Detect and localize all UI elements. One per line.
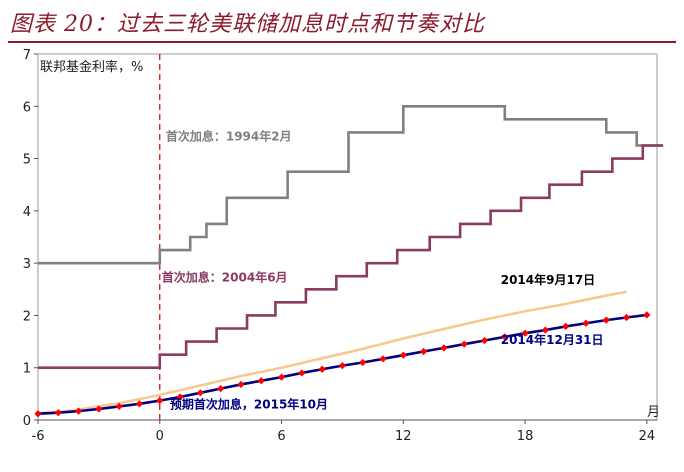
data-point-marker — [74, 407, 83, 415]
data-point-marker — [115, 402, 123, 411]
y-tick-label: 3 — [23, 257, 31, 272]
y-tick-label: 5 — [23, 153, 31, 168]
data-point-marker — [176, 393, 184, 401]
title-rule — [8, 41, 676, 43]
data-point-marker — [582, 319, 590, 327]
x-tick-label: 6 — [277, 429, 285, 444]
data-point-marker — [440, 344, 448, 352]
y-tick-label: 6 — [23, 100, 31, 115]
x-tick-label: -6 — [32, 429, 45, 444]
y-tick-label: 4 — [23, 205, 31, 220]
series-layer — [37, 104, 664, 416]
y-axis-label: 联邦基金利率，% — [40, 59, 143, 75]
data-point-marker — [54, 409, 62, 417]
data-point-marker — [359, 358, 367, 367]
data-point-marker — [460, 340, 468, 348]
data-point-marker — [298, 369, 306, 377]
data-point-marker — [480, 336, 489, 345]
data-point-marker — [237, 380, 245, 389]
x-tick-label: 12 — [395, 429, 412, 444]
data-point-marker — [420, 347, 428, 356]
data-point-marker — [501, 333, 509, 341]
data-point-marker — [541, 326, 549, 334]
data-point-marker — [196, 389, 204, 397]
x-tick-label: 0 — [156, 429, 164, 444]
annotation-2: 2014年9月17日 — [501, 272, 595, 287]
data-point-marker — [277, 373, 286, 381]
annotation-3: 2014年12月31日 — [501, 332, 604, 347]
x-tick-label: 18 — [517, 429, 534, 444]
data-point-marker — [338, 362, 347, 370]
data-point-marker — [156, 397, 164, 405]
data-point-marker — [34, 410, 42, 418]
data-point-marker — [95, 405, 103, 413]
data-point-marker — [318, 365, 326, 373]
data-point-marker — [257, 377, 265, 385]
series-line-0 — [38, 104, 664, 265]
annotation-1: 首次加息：2004年6月 — [162, 269, 288, 284]
data-point-marker — [622, 313, 631, 322]
data-point-marker — [379, 355, 387, 363]
figure-title: 图表 20：过去三轮美联储加息时点和节奏对比 — [10, 12, 485, 37]
x-tick-label: 24 — [639, 429, 656, 444]
data-point-marker — [643, 311, 651, 319]
data-point-marker — [562, 322, 570, 331]
data-point-marker — [217, 385, 225, 393]
y-tick-label: 7 — [23, 48, 31, 63]
marker-layer — [34, 311, 651, 418]
annotation-0: 首次加息：1994年2月 — [166, 128, 292, 143]
data-point-marker — [602, 316, 610, 324]
data-point-marker — [135, 400, 144, 408]
data-point-marker — [399, 351, 407, 359]
y-tick-label: 2 — [23, 309, 31, 324]
y-tick-label: 0 — [23, 414, 31, 429]
series-line-1 — [38, 144, 664, 370]
annotation-4: 预期首次加息，2015年10月 — [170, 396, 328, 411]
x-axis-label: 月 — [647, 405, 660, 420]
data-point-marker — [521, 329, 529, 337]
y-tick-label: 1 — [23, 362, 31, 377]
series-line-2 — [37, 290, 627, 416]
